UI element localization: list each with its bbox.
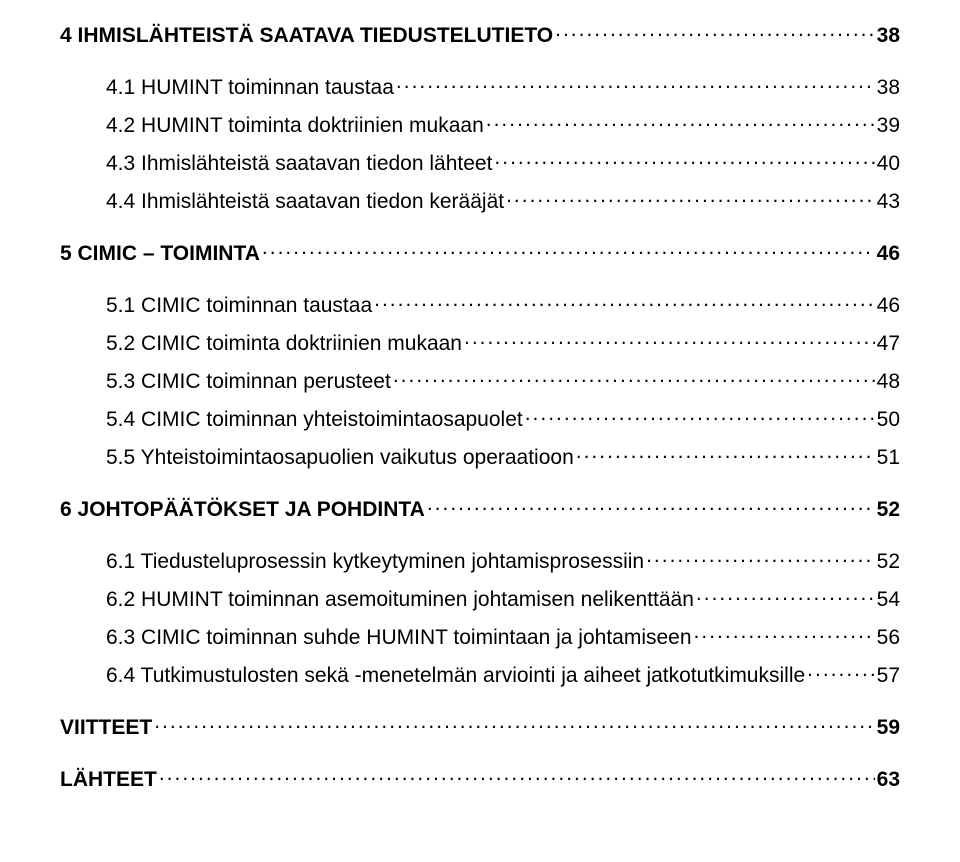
toc-page: 52 [877,550,900,574]
toc-page: 40 [877,152,900,176]
toc-page: 39 [877,114,900,138]
toc-label: 6.2 HUMINT toiminnan asemoituminen johta… [60,588,694,612]
toc-row: 5.2 CIMIC toiminta doktriinien mukaan 47 [60,332,900,356]
toc-row: 5.5 Yhteistoimintaosapuolien vaikutus op… [60,446,900,470]
toc-label: 4.1 HUMINT toiminnan taustaa [60,76,394,100]
toc-label: 4.3 Ihmislähteistä saatavan tiedon lähte… [60,152,492,176]
toc-label: 6.3 CIMIC toiminnan suhde HUMINT toimint… [60,626,692,650]
toc-page: 56 [877,626,900,650]
toc-leader [262,242,875,260]
toc-leader [494,152,874,170]
toc-row: 4.1 HUMINT toiminnan taustaa 38 [60,76,900,100]
toc-leader [807,664,874,682]
toc-label: 5.5 Yhteistoimintaosapuolien vaikutus op… [60,446,574,470]
toc-leader [694,626,875,644]
toc-page: 43 [877,190,900,214]
toc-page: 52 [877,498,900,522]
table-of-contents: 4 IHMISLÄHTEISTÄ SAATAVA TIEDUSTELUTIETO… [60,24,900,792]
toc-row: LÄHTEET 63 [60,768,900,792]
toc-label: LÄHTEET [60,768,157,792]
toc-leader [696,588,875,606]
toc-leader [646,550,875,568]
toc-row: VIITTEET 59 [60,716,900,740]
toc-row: 5 CIMIC – TOIMINTA 46 [60,242,900,266]
toc-leader [486,114,875,132]
toc-page: 48 [877,370,900,394]
toc-leader [464,332,875,350]
toc-page: 57 [877,664,900,688]
toc-label: 5 CIMIC – TOIMINTA [60,242,260,266]
toc-leader [576,446,875,464]
toc-page: 51 [877,446,900,470]
toc-label: 4.4 Ihmislähteistä saatavan tiedon kerää… [60,190,504,214]
toc-label: 6.1 Tiedusteluprosessin kytkeytyminen jo… [60,550,644,574]
toc-leader [374,294,875,312]
toc-label: 5.3 CIMIC toiminnan perusteet [60,370,391,394]
toc-page: 63 [877,768,900,792]
toc-label: 5.2 CIMIC toiminta doktriinien mukaan [60,332,462,356]
toc-page: 46 [877,294,900,318]
toc-leader [427,498,875,516]
toc-row: 6.1 Tiedusteluprosessin kytkeytyminen jo… [60,550,900,574]
toc-label: 6 JOHTOPÄÄTÖKSET JA POHDINTA [60,498,425,522]
toc-page: 38 [877,24,900,48]
toc-page: 54 [877,588,900,612]
toc-label: 4 IHMISLÄHTEISTÄ SAATAVA TIEDUSTELUTIETO [60,24,553,48]
toc-row: 6.4 Tutkimustulosten sekä -menetelmän ar… [60,664,900,688]
toc-label: 6.4 Tutkimustulosten sekä -menetelmän ar… [60,664,805,688]
toc-leader [506,190,875,208]
toc-row: 5.1 CIMIC toiminnan taustaa 46 [60,294,900,318]
toc-leader [159,768,875,786]
toc-row: 6.3 CIMIC toiminnan suhde HUMINT toimint… [60,626,900,650]
toc-leader [525,408,875,426]
toc-page: 50 [877,408,900,432]
toc-row: 4.3 Ihmislähteistä saatavan tiedon lähte… [60,152,900,176]
toc-leader [555,24,875,42]
toc-page: 46 [877,242,900,266]
toc-page: 38 [877,76,900,100]
toc-row: 6 JOHTOPÄÄTÖKSET JA POHDINTA 52 [60,498,900,522]
toc-page: 59 [877,716,900,740]
toc-row: 4.2 HUMINT toiminta doktriinien mukaan 39 [60,114,900,138]
toc-row: 4 IHMISLÄHTEISTÄ SAATAVA TIEDUSTELUTIETO… [60,24,900,48]
toc-label: 5.4 CIMIC toiminnan yhteistoimintaosapuo… [60,408,523,432]
toc-row: 4.4 Ihmislähteistä saatavan tiedon kerää… [60,190,900,214]
toc-leader [396,76,875,94]
toc-page: 47 [877,332,900,356]
toc-leader [393,370,875,388]
toc-row: 5.3 CIMIC toiminnan perusteet 48 [60,370,900,394]
toc-label: 5.1 CIMIC toiminnan taustaa [60,294,372,318]
toc-row: 5.4 CIMIC toiminnan yhteistoimintaosapuo… [60,408,900,432]
toc-label: 4.2 HUMINT toiminta doktriinien mukaan [60,114,484,138]
toc-row: 6.2 HUMINT toiminnan asemoituminen johta… [60,588,900,612]
toc-label: VIITTEET [60,716,152,740]
toc-leader [154,716,874,734]
